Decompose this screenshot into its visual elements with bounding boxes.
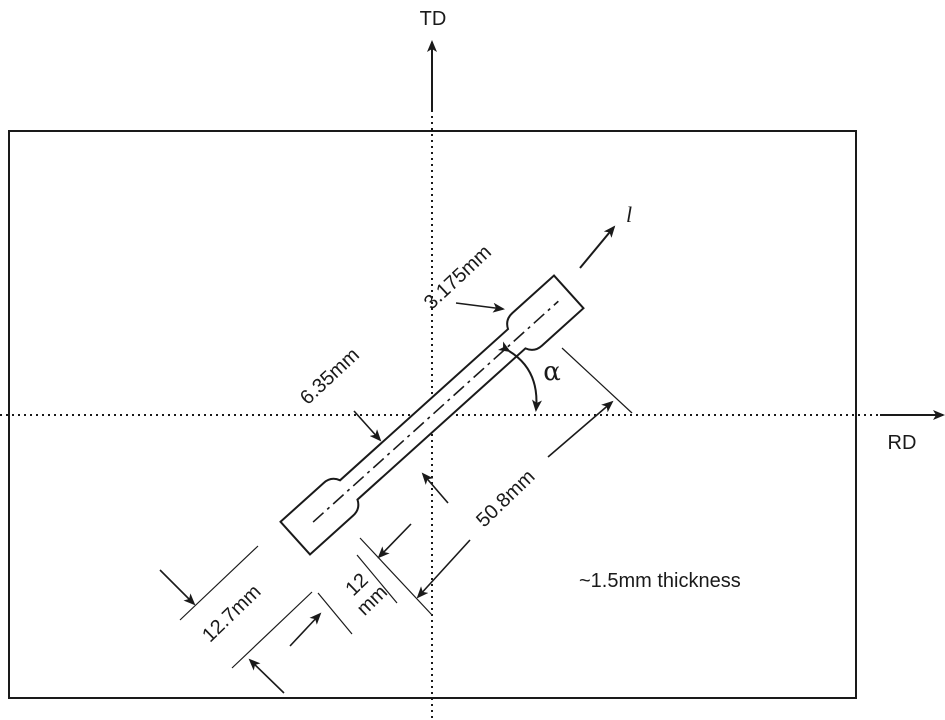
grip-width-arrow-bottom xyxy=(248,658,285,694)
grip-width-label: 12.7mm xyxy=(198,581,265,647)
grip-width-arrow-top xyxy=(159,569,196,606)
gauge-length-dim-b xyxy=(416,539,471,599)
rd-label: RD xyxy=(888,432,917,454)
radius-ext-line-b xyxy=(356,554,398,604)
specimen-centerline xyxy=(312,300,559,523)
gauge-width-label: 6.35mm xyxy=(296,344,364,409)
alpha-label: α xyxy=(543,357,561,387)
neck-width-arrow xyxy=(455,302,505,313)
l-label: l xyxy=(626,202,632,227)
gauge-width-arrow-top xyxy=(353,410,382,442)
gauge-length-dim-a xyxy=(547,400,614,458)
radius-ext-line-a xyxy=(317,592,353,635)
radius-arrow-left xyxy=(289,612,322,647)
gauge-length-label: 50.8mm xyxy=(472,466,539,532)
ext-line-bottom xyxy=(359,537,433,616)
alpha-arc xyxy=(497,341,542,412)
grip-ext-line-a xyxy=(179,545,259,621)
thickness-note: ~1.5mm thickness xyxy=(579,570,741,592)
td-label: TD xyxy=(420,8,447,30)
l-axis-arrow xyxy=(579,225,616,269)
radius-arrow-right xyxy=(377,523,412,559)
grip-ext-line-b xyxy=(231,591,313,669)
gauge-width-arrow-bottom xyxy=(421,472,449,504)
ext-line-top xyxy=(561,347,633,414)
